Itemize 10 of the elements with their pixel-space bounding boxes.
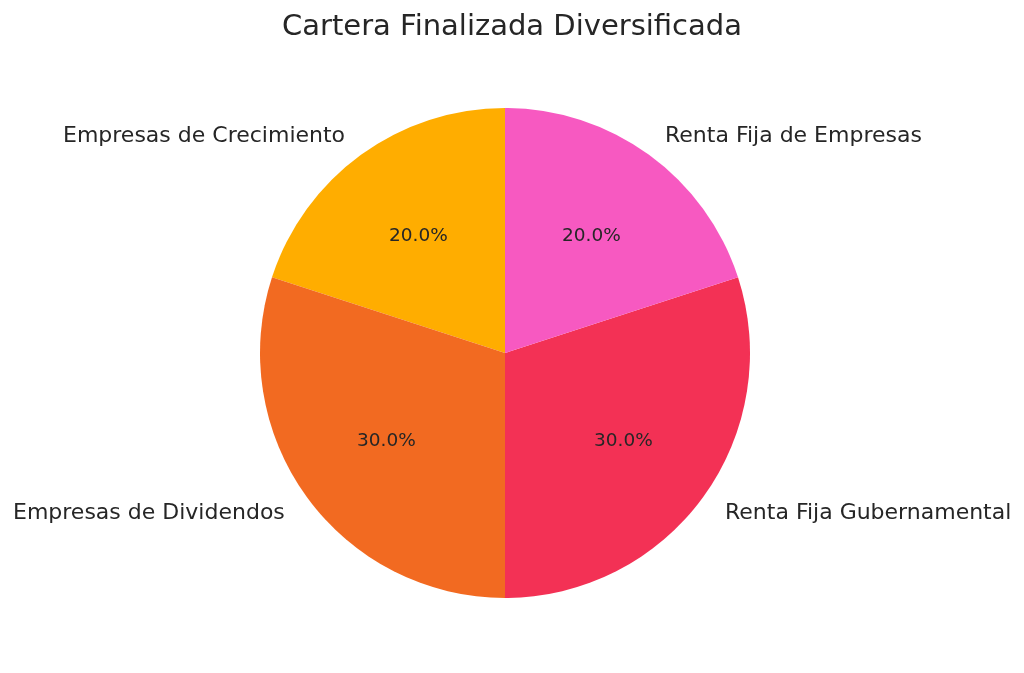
chart-title: Cartera Finalizada Diversificada bbox=[282, 8, 742, 43]
data-label: 20.0% bbox=[389, 224, 448, 245]
pie-slice bbox=[505, 108, 739, 353]
data-label: 30.0% bbox=[594, 429, 653, 450]
slice-label: Empresas de Dividendos bbox=[13, 499, 285, 524]
slice-label: Renta Fija Gubernamental bbox=[725, 499, 1012, 524]
data-label: 30.0% bbox=[357, 429, 416, 450]
slice-label: Renta Fija de Empresas bbox=[665, 122, 922, 147]
slice-label: Empresas de Crecimiento bbox=[63, 122, 346, 147]
data-label: 20.0% bbox=[562, 224, 621, 245]
